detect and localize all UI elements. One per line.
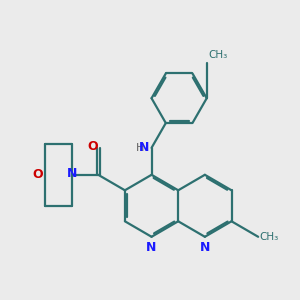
Text: N: N [146, 242, 157, 254]
Text: CH₃: CH₃ [260, 232, 279, 242]
Text: H: H [136, 143, 145, 153]
Text: O: O [87, 140, 98, 153]
Text: CH₃: CH₃ [208, 50, 227, 60]
Text: O: O [33, 168, 44, 181]
Text: N: N [139, 141, 149, 154]
Text: N: N [66, 167, 77, 180]
Text: N: N [200, 242, 210, 254]
